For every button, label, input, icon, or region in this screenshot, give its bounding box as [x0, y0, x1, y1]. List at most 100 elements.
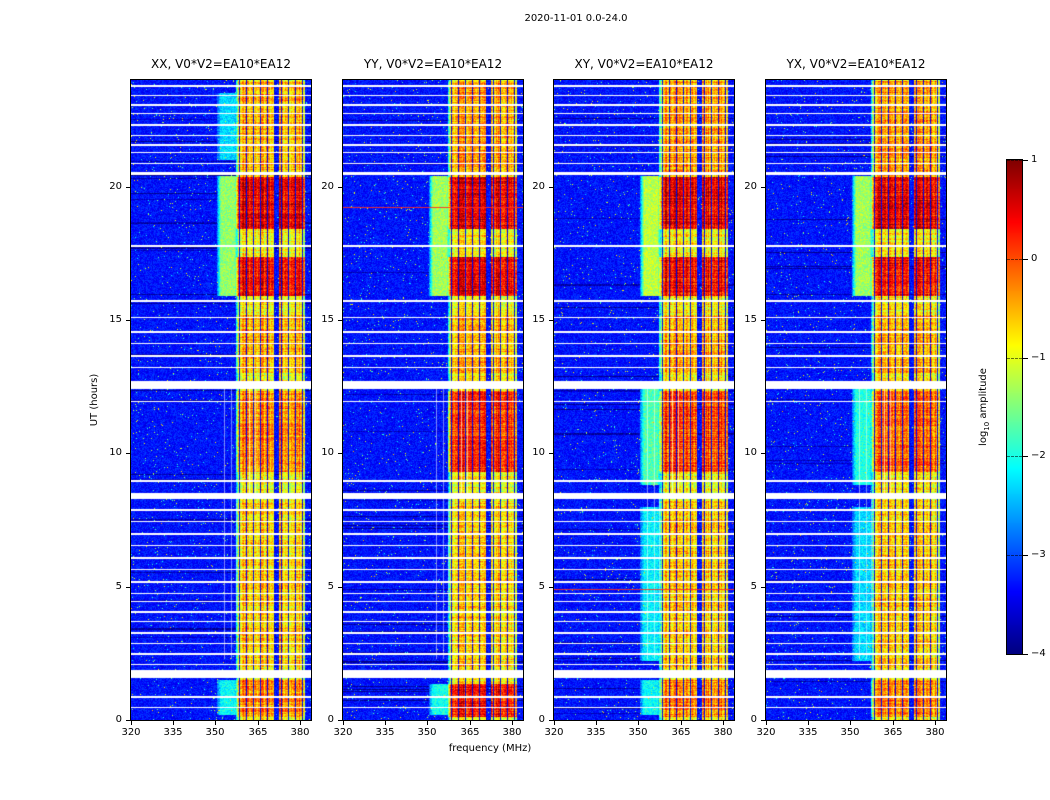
y-tick-XY-5: [549, 587, 553, 588]
y-tick-XX-15: [126, 320, 130, 321]
spectrogram-canvas-YX: [766, 80, 946, 720]
x-tick-label-YY-365: 365: [460, 727, 480, 738]
panel-title-YY: YY, V0*V2=EA10*EA12: [363, 57, 503, 71]
x-tick-label-XY-365: 365: [671, 727, 691, 738]
spectrogram-canvas-YY: [343, 80, 523, 720]
y-tick-label-XX-10: 10: [109, 447, 122, 458]
y-tick-label-YY-15: 15: [321, 314, 334, 325]
x-tick-label-XY-350: 350: [628, 727, 648, 738]
x-tick-label-XX-320: 320: [121, 727, 141, 738]
y-tick-label-XX-15: 15: [109, 314, 122, 325]
colorbar-tick-dash--1: [1007, 358, 1022, 359]
x-tick-label-YY-380: 380: [502, 727, 522, 738]
x-tick-label-YX-320: 320: [756, 727, 776, 738]
colorbar-canvas: [1007, 160, 1022, 654]
x-tick-XY-380: [723, 721, 724, 725]
colorbar-tick-label--3: −3: [1031, 549, 1046, 560]
x-tick-label-YY-335: 335: [375, 727, 395, 738]
x-axis-label: frequency (MHz): [448, 743, 532, 754]
x-tick-YX-365: [893, 721, 894, 725]
colorbar-label-subscript: 10: [983, 421, 991, 431]
panel-title-YX: YX, V0*V2=EA10*EA12: [786, 57, 926, 71]
panel-title-XX: XX, V0*V2=EA10*EA12: [151, 57, 291, 71]
colorbar-tick-dash--3: [1007, 555, 1022, 556]
x-tick-label-XY-320: 320: [544, 727, 564, 738]
x-tick-label-XY-380: 380: [713, 727, 733, 738]
y-tick-XY-20: [549, 187, 553, 188]
y-tick-label-XY-10: 10: [532, 447, 545, 458]
y-tick-XX-0: [126, 720, 130, 721]
y-tick-YX-5: [761, 587, 765, 588]
x-tick-label-XX-365: 365: [248, 727, 268, 738]
y-tick-label-XX-20: 20: [109, 181, 122, 192]
y-tick-label-YX-15: 15: [744, 314, 757, 325]
colorbar-label-suffix: amplitude: [978, 368, 989, 422]
colorbar-tick--1: [1023, 358, 1028, 359]
figure-title: 2020-11-01 0.0-24.0: [524, 13, 628, 24]
y-tick-label-XY-15: 15: [532, 314, 545, 325]
y-tick-YX-15: [761, 320, 765, 321]
y-tick-label-XY-20: 20: [532, 181, 545, 192]
y-tick-YY-0: [338, 720, 342, 721]
y-axis-label: UT (hours): [89, 373, 100, 427]
colorbar-tick-dash-0: [1007, 259, 1022, 260]
x-tick-label-XX-350: 350: [205, 727, 225, 738]
y-tick-label-YX-20: 20: [744, 181, 757, 192]
y-tick-label-YX-10: 10: [744, 447, 757, 458]
colorbar-tick--2: [1023, 456, 1028, 457]
panel-title-XY: XY, V0*V2=EA10*EA12: [574, 57, 714, 71]
colorbar-tick-label--1: −1: [1031, 352, 1046, 363]
colorbar-tick-label--4: −4: [1031, 648, 1046, 659]
x-tick-XX-320: [131, 721, 132, 725]
x-tick-label-YX-365: 365: [883, 727, 903, 738]
x-tick-label-YX-380: 380: [925, 727, 945, 738]
x-tick-label-XX-335: 335: [163, 727, 183, 738]
y-tick-YY-15: [338, 320, 342, 321]
x-tick-YX-380: [935, 721, 936, 725]
y-tick-label-XY-0: 0: [538, 714, 545, 725]
x-tick-XX-335: [173, 721, 174, 725]
x-tick-XX-380: [300, 721, 301, 725]
colorbar-tick-1: [1023, 160, 1028, 161]
y-tick-XX-20: [126, 187, 130, 188]
colorbar-label-prefix: log: [978, 430, 989, 446]
colorbar-tick-dash-1: [1007, 160, 1022, 161]
colorbar-tick--4: [1023, 654, 1028, 655]
y-tick-label-YX-5: 5: [750, 581, 757, 592]
y-tick-label-XX-5: 5: [115, 581, 122, 592]
colorbar-tick-dash--4: [1007, 654, 1022, 655]
y-tick-YX-0: [761, 720, 765, 721]
y-tick-XY-10: [549, 453, 553, 454]
spectrogram-canvas-XX: [131, 80, 311, 720]
x-tick-YY-365: [470, 721, 471, 725]
colorbar-tick--3: [1023, 555, 1028, 556]
colorbar-tick-label-0: 0: [1031, 253, 1038, 264]
colorbar-tick-label--2: −2: [1031, 450, 1046, 461]
x-tick-XX-350: [215, 721, 216, 725]
spectrogram-canvas-XY: [554, 80, 734, 720]
y-tick-YY-5: [338, 587, 342, 588]
x-tick-label-XY-335: 335: [586, 727, 606, 738]
y-tick-label-YY-0: 0: [327, 714, 334, 725]
colorbar-tick-label-1: 1: [1031, 154, 1038, 165]
y-tick-XX-5: [126, 587, 130, 588]
x-tick-XY-350: [638, 721, 639, 725]
colorbar-tick-0: [1023, 259, 1028, 260]
x-tick-XX-365: [258, 721, 259, 725]
y-tick-YY-10: [338, 453, 342, 454]
y-tick-label-YY-5: 5: [327, 581, 334, 592]
y-tick-label-YY-20: 20: [321, 181, 334, 192]
x-tick-label-YX-335: 335: [798, 727, 818, 738]
y-tick-YX-10: [761, 453, 765, 454]
x-tick-YX-335: [808, 721, 809, 725]
y-tick-label-YY-10: 10: [321, 447, 334, 458]
y-tick-label-XY-5: 5: [538, 581, 545, 592]
y-tick-XX-10: [126, 453, 130, 454]
x-tick-XY-365: [681, 721, 682, 725]
x-tick-label-YX-350: 350: [840, 727, 860, 738]
x-tick-YY-380: [512, 721, 513, 725]
y-tick-label-YX-0: 0: [750, 714, 757, 725]
colorbar-tick-dash--2: [1007, 456, 1022, 457]
y-tick-label-XX-0: 0: [115, 714, 122, 725]
x-tick-YY-320: [343, 721, 344, 725]
